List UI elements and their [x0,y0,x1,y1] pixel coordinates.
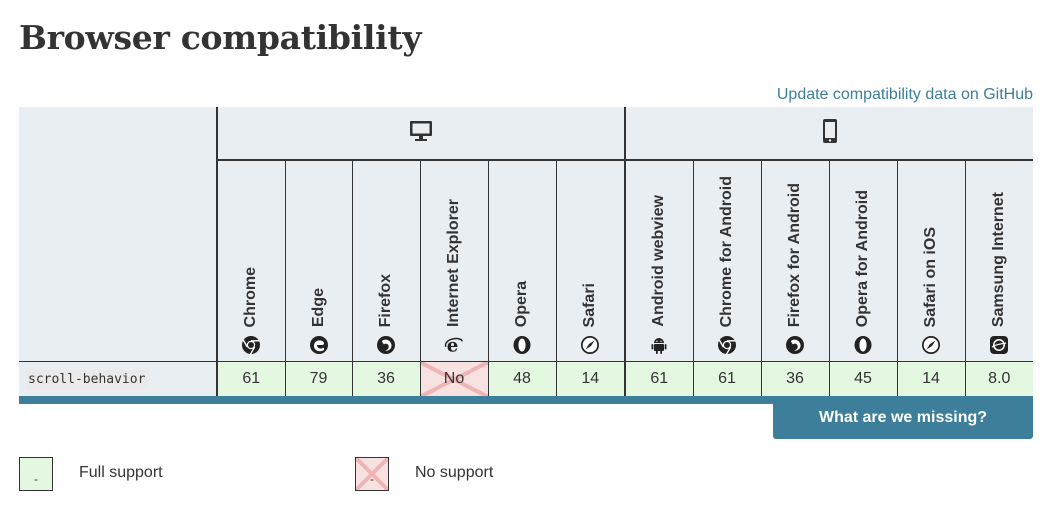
support-cell-firefox[interactable]: 36 [352,361,421,396]
opera-icon [853,335,873,355]
what-are-we-missing-button[interactable]: What are we missing? [773,397,1033,439]
internet-explorer-icon: e [444,335,464,355]
firefox-icon [785,335,805,355]
support-cell-opera[interactable]: 48 [488,361,557,396]
safari-icon [921,335,941,355]
browser-name: Opera for Android [854,189,872,327]
page-title: Browser compatibility [19,18,422,57]
chrome-icon [717,335,737,355]
browser-name: Firefox [377,273,394,327]
browser-header-chrome: Chrome [217,160,286,362]
support-cell-safari[interactable]: 14 [556,361,627,396]
table-corner [19,107,218,362]
legend-full-support-swatch: - [19,457,53,491]
browser-header-opera-for-android: Opera for Android [829,160,898,362]
support-cell-opera-for-android[interactable]: 45 [829,361,898,396]
support-cell-safari-on-ios[interactable]: 14 [897,361,966,396]
platform-mobile [625,107,1034,161]
feature-name-cell: scroll-behavior [19,361,218,396]
browser-name: Android webview [650,195,668,327]
support-cell-firefox-for-android[interactable]: 36 [761,361,830,396]
legend-full-support-mark: - [34,472,38,486]
platform-desktop [217,107,627,161]
safari-icon [580,335,600,355]
compat-table-wrapper: Chrome Edge Firefox Internet Explorer e Opera… [19,107,1034,404]
browser-header-edge: Edge [285,160,353,362]
browser-name: Firefox for Android [786,182,804,327]
feature-name: scroll-behavior [25,370,149,389]
legend-no-support-mark: - [370,472,374,486]
browser-header-safari: Safari [556,160,627,362]
browser-name: Safari [581,282,599,327]
edge-icon [309,335,329,355]
support-cell-chrome-for-android[interactable]: 61 [693,361,762,396]
browser-header-internet-explorer: Internet Explorer e [420,160,489,362]
compat-table: Chrome Edge Firefox Internet Explorer e Opera… [19,107,1034,396]
browser-header-safari-on-ios: Safari on iOS [897,160,966,362]
legend: - Full support - No support [19,457,719,497]
browser-header-opera: Opera [488,160,557,362]
browser-name: Edge [309,287,327,327]
browser-header-firefox: Firefox [352,160,421,362]
browser-header-android-webview: Android webview [625,160,694,362]
browser-header-row: Chrome Edge Firefox Internet Explorer e Opera… [19,160,1034,362]
browser-name: Samsung Internet [990,191,1008,327]
opera-icon [512,335,532,355]
support-cell-android-webview[interactable]: 61 [625,361,694,396]
browser-header-chrome-for-android: Chrome for Android [693,160,762,362]
browser-name: Safari on iOS [922,226,940,327]
legend-no-support-swatch: - [355,457,389,491]
legend-no-support-label: No support [415,464,494,481]
support-cell-chrome[interactable]: 61 [217,361,286,396]
table-bottom-bar [19,396,1033,404]
firefox-icon [376,335,396,355]
browser-name: Chrome [242,266,260,327]
svg-text:e: e [447,335,459,355]
browser-name: Internet Explorer [445,198,462,327]
support-cell-internet-explorer[interactable]: No [420,361,489,396]
chrome-icon [241,335,261,355]
samsung-internet-icon [989,335,1009,355]
mobile-phone-icon [822,118,838,148]
support-cell-samsung-internet[interactable]: 8.0 [965,361,1034,396]
legend-full-support-label: Full support [79,464,163,481]
support-cell-edge[interactable]: 79 [285,361,353,396]
browser-header-firefox-for-android: Firefox for Android [761,160,830,362]
feature-row: scroll-behavior 61 79 36 No 48 14 61 61 36 45 14 8.… [19,361,1034,396]
update-github-link[interactable]: Update compatibility data on GitHub [776,86,1033,103]
browser-header-samsung-internet: Samsung Internet [965,160,1034,362]
browser-name: Chrome for Android [718,175,736,327]
browser-name: Opera [513,280,530,327]
desktop-monitor-icon [409,120,433,146]
android-icon [649,335,669,355]
